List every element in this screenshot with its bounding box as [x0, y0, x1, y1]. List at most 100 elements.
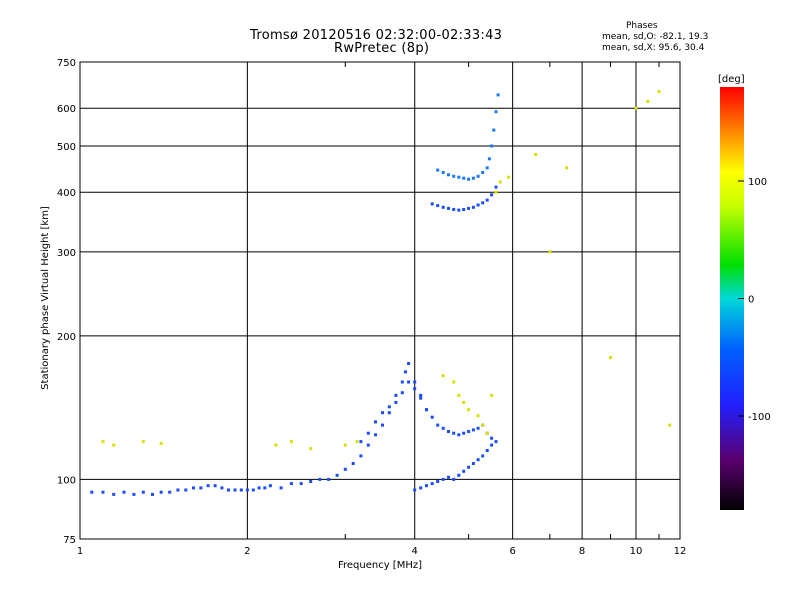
data-point: [318, 477, 322, 481]
data-point: [268, 484, 272, 488]
data-point: [419, 396, 423, 400]
data-point: [462, 176, 466, 180]
data-point: [485, 431, 489, 435]
data-point: [289, 482, 293, 486]
data-point: [176, 488, 180, 492]
data-point: [481, 454, 485, 458]
data-point: [485, 449, 489, 452]
x-tick-label: 8: [579, 546, 585, 557]
data-point: [481, 171, 485, 174]
x-tick-label: 10: [630, 546, 643, 557]
data-point: [457, 433, 461, 437]
data-point: [441, 171, 445, 174]
data-point: [233, 488, 237, 492]
y-axis-label: Stationary phase Virtual Height [km]: [40, 206, 51, 390]
data-point: [220, 486, 224, 490]
data-point: [381, 423, 384, 427]
chart-subtitle: RwPretec (8p): [334, 41, 430, 56]
data-point: [413, 380, 417, 384]
data-point: [452, 477, 456, 481]
y-tick-label: 500: [57, 142, 76, 153]
data-point: [490, 193, 494, 197]
data-point: [668, 423, 672, 427]
data-point: [467, 430, 471, 433]
data-point: [355, 440, 359, 444]
data-point: [430, 202, 434, 206]
data-point: [490, 443, 494, 447]
data-point: [257, 486, 261, 490]
x-tick-label: 2: [244, 546, 250, 557]
data-point: [425, 408, 428, 412]
data-point: [548, 250, 552, 254]
data-point: [335, 473, 339, 477]
data-point: [476, 414, 480, 418]
y-tick-label: 200: [57, 332, 76, 343]
colorbar-tick-label: -100: [748, 412, 771, 423]
data-point: [366, 443, 370, 447]
data-point: [452, 174, 456, 178]
data-point: [184, 488, 188, 492]
data-point: [436, 168, 440, 172]
data-point: [192, 486, 195, 490]
data-point: [494, 110, 498, 114]
data-point: [289, 440, 293, 444]
data-point: [343, 467, 347, 471]
colorbar-tick-label: 100: [748, 177, 767, 188]
data-points: [90, 90, 672, 496]
x-axis-ticks: 1 2 4 6 8 10 12: [77, 62, 686, 557]
colorbar-label: [deg]: [718, 74, 745, 85]
data-point: [471, 205, 475, 209]
data-point: [457, 473, 461, 477]
data-point: [436, 204, 440, 208]
data-point: [507, 175, 511, 179]
data-point: [462, 431, 466, 435]
data-point: [141, 490, 145, 494]
data-point: [436, 423, 440, 427]
data-point: [159, 441, 163, 445]
data-point: [634, 106, 638, 110]
x-tick-label: 1: [77, 546, 83, 557]
data-point: [279, 486, 283, 490]
data-point: [413, 488, 417, 492]
data-point: [462, 400, 466, 404]
data-point: [657, 90, 661, 94]
data-point: [494, 190, 498, 194]
data-point: [206, 484, 210, 488]
phases-title: Phases: [626, 21, 658, 31]
data-point: [419, 393, 423, 397]
data-point: [609, 356, 612, 360]
x-tick-label: 6: [509, 546, 515, 557]
data-point: [467, 177, 471, 181]
data-point: [387, 411, 391, 415]
x-axis-label: Frequency [MHz]: [338, 560, 422, 571]
data-point: [239, 488, 243, 492]
data-point: [494, 185, 498, 189]
chart-title: Tromsø 20120516 02:32:00-02:33:43: [250, 28, 503, 43]
data-point: [490, 393, 494, 397]
data-point: [112, 443, 116, 447]
data-point: [457, 208, 461, 212]
data-point: [251, 488, 255, 492]
data-point: [457, 393, 461, 397]
data-point: [476, 458, 480, 462]
data-point: [447, 206, 450, 210]
data-point: [467, 465, 471, 469]
data-point: [159, 490, 163, 494]
data-point: [101, 440, 105, 444]
data-point: [452, 208, 456, 211]
data-point: [430, 415, 434, 419]
data-point: [407, 362, 411, 365]
data-point: [471, 462, 475, 465]
data-point: [462, 469, 466, 473]
data-point: [447, 173, 450, 177]
data-point: [227, 488, 230, 492]
data-point: [494, 440, 498, 444]
y-tick-label: 300: [57, 248, 76, 259]
data-point: [441, 426, 445, 430]
data-point: [565, 166, 568, 170]
data-point: [400, 380, 404, 384]
data-point: [441, 374, 445, 378]
data-point: [457, 175, 461, 179]
y-tick-label: 75: [63, 535, 76, 546]
data-point: [471, 428, 475, 432]
